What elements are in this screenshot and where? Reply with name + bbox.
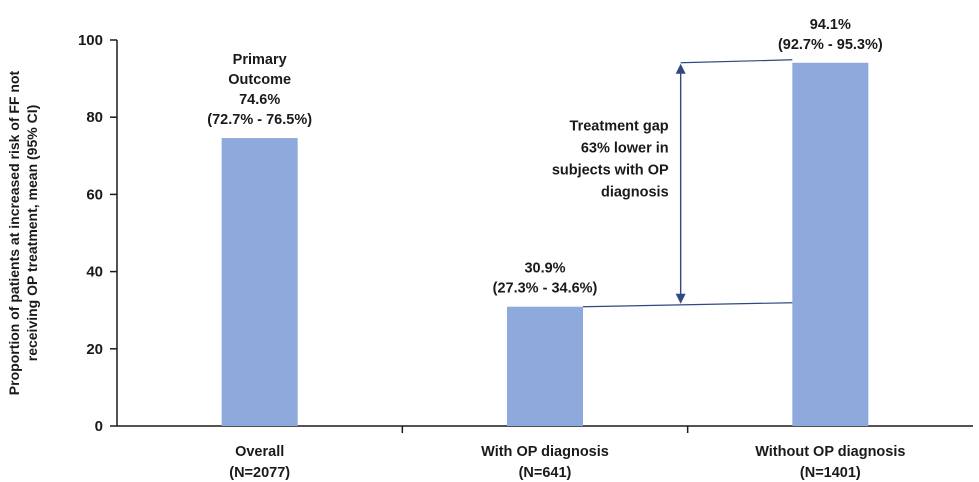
y-axis-title-line: receiving OP treatment, mean (95% CI) — [24, 105, 40, 362]
gap-annotation-text: diagnosis — [601, 185, 669, 201]
gap-arrow-head-down — [675, 293, 686, 304]
bar-data-label: (27.3% - 34.6%) — [493, 281, 598, 297]
bar-1 — [221, 138, 298, 426]
x-category-n-label: (N=2077) — [229, 465, 290, 481]
x-category-n-label: (N=1401) — [800, 465, 861, 481]
bar-data-label: 30.9% — [524, 261, 565, 277]
x-category-label: With OP diagnosis — [481, 444, 609, 460]
x-category-label: Without OP diagnosis — [755, 444, 905, 460]
y-tick-label: 40 — [86, 264, 103, 281]
gap-annotation-text: subjects with OP — [552, 163, 669, 179]
connector-line-low — [582, 302, 793, 308]
connector-line-high — [680, 59, 793, 64]
y-tick-label: 80 — [86, 109, 103, 126]
y-axis-title-line: Proportion of patients at increased risk… — [6, 70, 22, 395]
bar-data-label: 74.6% — [239, 92, 280, 108]
bar-data-label: (92.7% - 95.3%) — [778, 37, 883, 53]
bar-3 — [792, 62, 869, 427]
gap-arrow-head-up — [675, 63, 686, 74]
x-category-label: Overall — [235, 444, 284, 460]
bar-data-label: 94.1% — [810, 17, 851, 33]
gap-annotation-text: Treatment gap — [570, 119, 669, 135]
bar-2 — [507, 306, 583, 426]
bar-data-label: Outcome — [228, 72, 291, 88]
y-tick-label: 20 — [86, 341, 103, 358]
y-tick-label: 100 — [78, 32, 103, 49]
bar-data-label: Primary — [233, 52, 287, 68]
y-tick-label: 60 — [86, 186, 103, 203]
y-tick-label: 0 — [95, 418, 103, 435]
bar-data-label: (72.7% - 76.5%) — [207, 112, 312, 128]
x-category-n-label: (N=641) — [519, 465, 572, 481]
gap-annotation-text: 63% lower in — [581, 141, 669, 157]
